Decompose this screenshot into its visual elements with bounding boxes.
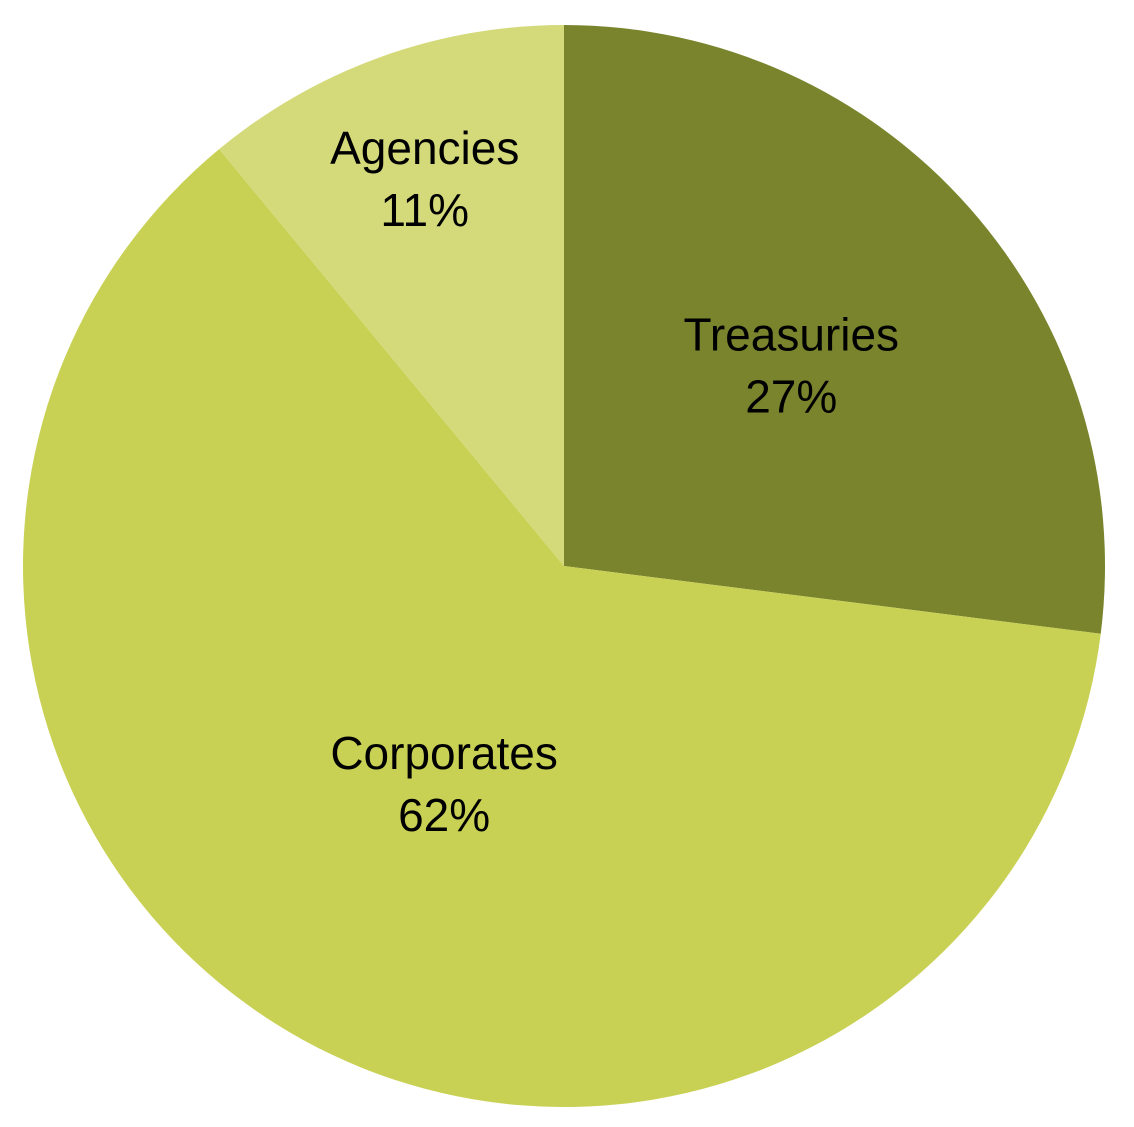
slice-value-corporates: 62%	[398, 789, 490, 841]
pie-slices	[22, 25, 1105, 1108]
slice-label-treasuries: Treasuries	[683, 309, 899, 361]
pie-slice-agencies	[219, 25, 564, 566]
pie-slice-corporates	[22, 149, 1101, 1108]
slice-label-agencies: Agencies	[330, 122, 519, 174]
pie-labels: Treasuries 27% Corporates 62% Agencies 11%	[330, 122, 899, 841]
slice-label-corporates: Corporates	[330, 727, 558, 779]
slice-value-agencies: 11%	[380, 184, 469, 236]
pie-slice-treasuries	[564, 25, 1105, 634]
slice-value-treasuries: 27%	[745, 371, 837, 423]
